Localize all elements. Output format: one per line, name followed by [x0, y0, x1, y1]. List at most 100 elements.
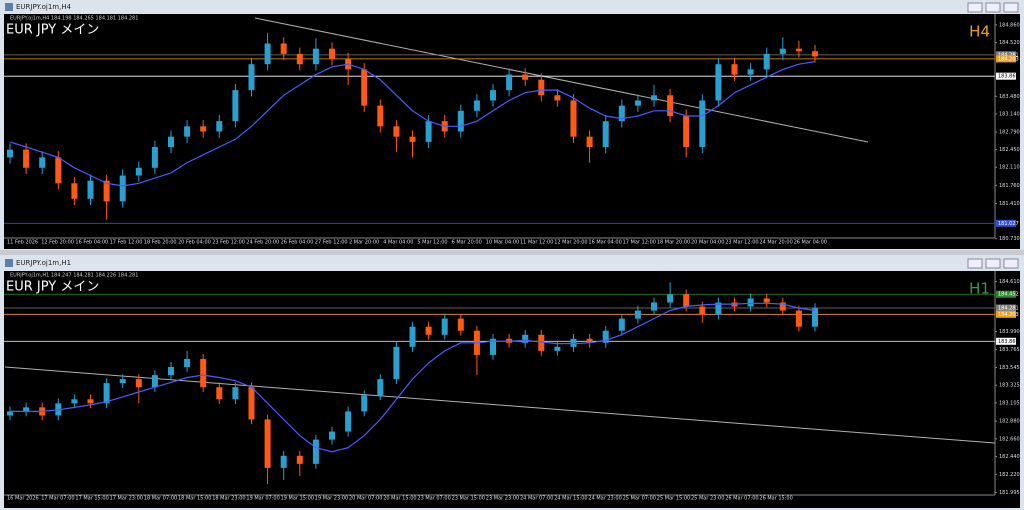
candle-body	[23, 149, 30, 168]
candle-body	[779, 302, 786, 311]
close-button[interactable]	[1003, 258, 1019, 269]
candle-body	[409, 136, 416, 142]
x-tick-label: 23 Mar 23:00	[486, 496, 519, 502]
level-label: 184.281	[998, 52, 1019, 58]
maximize-button[interactable]	[985, 2, 1001, 13]
candle-body	[634, 310, 641, 319]
candle-body	[71, 183, 78, 199]
x-tick-label: 17 Mar 12:00	[623, 240, 656, 246]
candle-body	[747, 69, 754, 75]
candle-body	[570, 100, 577, 137]
y-tick-label: 182.440	[999, 454, 1020, 460]
candle-body	[602, 330, 609, 343]
x-tick-label: 20 Mar 15:00	[383, 496, 416, 502]
candle-body	[296, 455, 303, 464]
maximize-button[interactable]	[985, 258, 1001, 269]
candle-body	[329, 48, 335, 60]
window-title: EURJPY.oj1m,H1	[16, 259, 71, 267]
x-tick-label: 26 Feb 04:00	[281, 240, 314, 246]
x-tick-label: 12 Feb 20:00	[41, 240, 74, 246]
x-tick-label: 17 Feb 12:00	[110, 240, 143, 246]
y-tick-label: 184.860	[999, 22, 1020, 28]
candle-body	[586, 338, 593, 343]
candle-body	[248, 387, 255, 420]
x-tick-label: 26 Mar 07:00	[725, 496, 758, 502]
symbol-heading: EUR JPY メイン	[6, 23, 99, 38]
candle-body	[651, 302, 657, 311]
candle-body	[683, 115, 690, 148]
x-tick-label: 17 Mar 23:00	[110, 496, 143, 502]
candle-body	[490, 90, 496, 101]
candle-body	[345, 411, 352, 432]
x-tick-label: 27 Feb 12:00	[315, 240, 348, 246]
candle-body	[618, 318, 625, 331]
candle-body	[377, 379, 384, 396]
x-tick-label: 2 Mar 20:00	[349, 240, 379, 246]
candle-body	[103, 383, 110, 404]
y-tick-label: 183.765	[999, 347, 1020, 353]
y-tick-label: 184.520	[999, 40, 1020, 46]
candle-body	[248, 64, 255, 91]
y-tick-label: 182.660	[999, 436, 1020, 442]
candle-body	[200, 126, 207, 132]
candle-body	[699, 100, 706, 148]
candle-body	[812, 308, 818, 327]
candle-body	[538, 334, 545, 351]
candle-body	[39, 157, 46, 168]
candle-body	[216, 121, 223, 132]
x-tick-label: 6 Mar 20:00	[452, 240, 482, 246]
candle-body	[490, 338, 496, 355]
candle-body	[23, 407, 30, 412]
candle-body	[634, 100, 641, 106]
candle-body	[200, 358, 207, 388]
candle-body	[602, 121, 609, 148]
symbol-heading: EUR JPY メイン	[6, 280, 99, 295]
minimize-button[interactable]	[967, 258, 983, 269]
x-tick-label: 18 Mar 20:00	[657, 240, 690, 246]
x-tick-label: 11 Mar 12:00	[520, 240, 553, 246]
candle-body	[216, 387, 223, 400]
candle-body	[425, 121, 432, 142]
minimize-button[interactable]	[967, 2, 983, 13]
level-label: 184.203	[998, 312, 1019, 318]
candle-body	[280, 455, 287, 468]
x-tick-label: 19 Mar 07:00	[246, 496, 279, 502]
close-button[interactable]	[1003, 2, 1019, 13]
candle-body	[683, 294, 690, 307]
level-label: 184.452	[998, 292, 1019, 298]
x-tick-label: 19 Mar 15:00	[281, 496, 314, 502]
candle-body	[55, 157, 62, 184]
y-tick-label: 183.480	[999, 94, 1020, 100]
candle-body	[667, 294, 674, 303]
candle-body	[264, 43, 271, 65]
x-tick-label: 12 Mar 20:00	[554, 240, 587, 246]
window-buttons[interactable]	[967, 2, 1019, 269]
y-tick-label: 181.410	[999, 201, 1020, 207]
y-tick-label: 181.995	[999, 490, 1020, 496]
candle-body	[264, 419, 271, 468]
candle-body	[618, 105, 625, 122]
level-label: 184.203	[998, 56, 1019, 62]
x-tick-label: 10 Mar 04:00	[486, 240, 519, 246]
y-tick-label: 182.790	[999, 130, 1020, 136]
candle-body	[554, 95, 561, 101]
moving-average	[10, 302, 816, 453]
level-label-box	[996, 304, 1016, 312]
y-tick-label: 182.880	[999, 419, 1020, 425]
x-tick-label: 17 Mar 15:00	[75, 496, 108, 502]
x-tick-label: 20 Mar 04:00	[691, 240, 724, 246]
candle-body	[71, 399, 78, 404]
candle-body	[779, 48, 786, 54]
y-tick-label: 183.140	[999, 111, 1020, 117]
level-label-box	[996, 310, 1016, 318]
candle-body	[168, 136, 174, 148]
chart-info: EURJPY.oj1m,H1 184.247 184.281 184.226 1…	[10, 273, 138, 279]
candle-body	[554, 346, 561, 351]
x-tick-label: 24 Mar 15:00	[554, 496, 587, 502]
level-label-box	[996, 219, 1016, 227]
x-tick-label: 11 Feb 2026	[7, 240, 38, 246]
x-tick-label: 18 Mar 15:00	[178, 496, 211, 502]
candle-body	[795, 48, 802, 52]
candle-body	[151, 375, 158, 388]
